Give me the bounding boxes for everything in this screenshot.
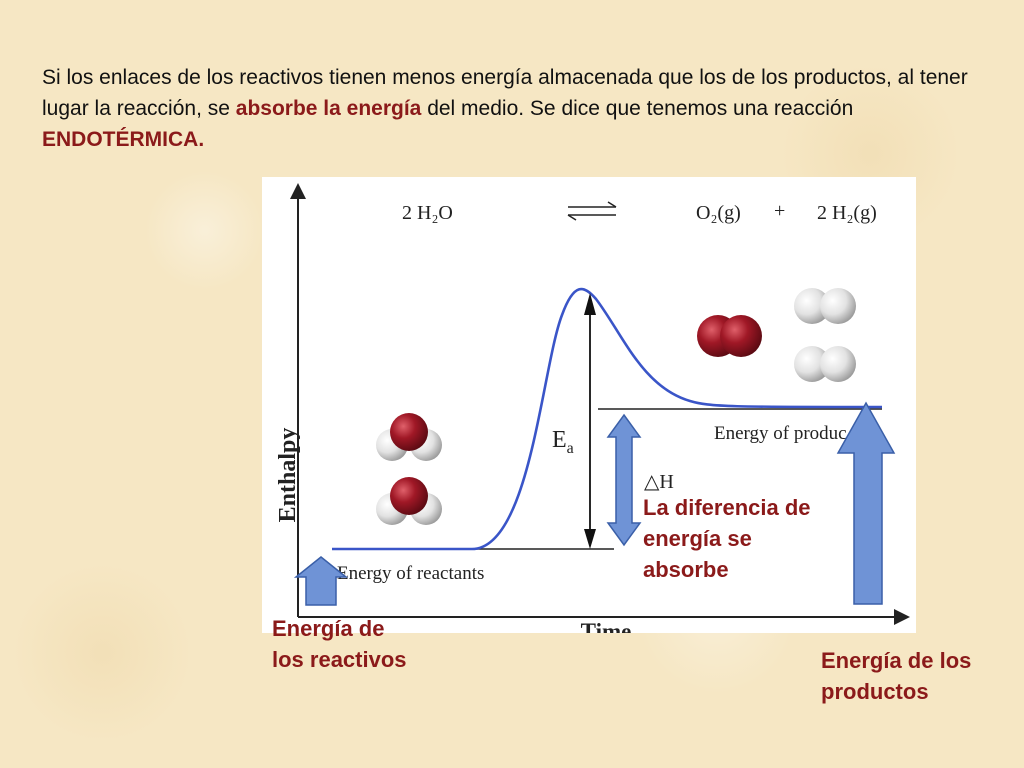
- products-energy-arrow: [836, 401, 896, 605]
- label-line: productos: [821, 679, 929, 704]
- enthalpy-difference-arrow: [606, 413, 642, 547]
- label-line: los reactivos: [272, 647, 407, 672]
- label-diferencia-energia: La diferencia de energía se absorbe: [643, 492, 811, 585]
- label-line: La diferencia de: [643, 495, 811, 520]
- label-line: absorbe: [643, 557, 729, 582]
- intro-highlight-absorbe: absorbe la energía: [235, 97, 422, 120]
- x-axis-label: Time: [581, 619, 632, 633]
- hydrogen-molecule-icon: [794, 288, 856, 324]
- intro-text-1: Si los enlaces de los reactivos tienen m…: [42, 66, 968, 120]
- y-axis-label: Enthalpy: [275, 428, 301, 523]
- delta-h-label: △H: [644, 471, 674, 493]
- label-line: Energía de: [272, 616, 385, 641]
- reaction-curve: [332, 287, 883, 551]
- label-energia-reactivos: Energía de los reactivos: [272, 613, 407, 675]
- activation-energy-label: Ea: [552, 427, 574, 457]
- reactants-level-label: Energy of reactants: [337, 563, 484, 584]
- plus-sign: +: [774, 200, 785, 222]
- intro-highlight-endotermica: ENDOTÉRMICA.: [42, 128, 205, 151]
- equilibrium-arrows-icon: [567, 201, 617, 221]
- intro-text-2: del medio. Se dice que tenemos una reacc…: [421, 97, 854, 120]
- intro-paragraph: Si los enlaces de los reactivos tienen m…: [42, 62, 982, 155]
- product-h2: 2 H₂(g): [817, 202, 877, 224]
- label-line: Energía de los: [821, 648, 972, 673]
- label-line: energía se: [643, 526, 752, 551]
- enthalpy-diagram-svg: Enthalpy Time 2 H₂O O₂(g) + 2 H₂(g) Ea E…: [275, 183, 910, 633]
- oxygen-molecule-icon: [697, 315, 762, 357]
- enthalpy-diagram: Enthalpy Time 2 H₂O O₂(g) + 2 H₂(g) Ea E…: [262, 177, 916, 633]
- activation-energy-arrow: [584, 293, 596, 549]
- products-level-label: Energy of produc: [714, 423, 847, 444]
- reactants-energy-arrow: [293, 556, 349, 606]
- hydrogen-molecule-icon: [794, 346, 856, 382]
- water-molecule-icon: [376, 413, 442, 461]
- water-molecule-icon: [376, 477, 442, 525]
- label-energia-productos: Energía de los productos: [821, 645, 971, 707]
- product-o2: O₂(g): [696, 202, 741, 224]
- reactant-formula: 2 H₂O: [402, 202, 453, 224]
